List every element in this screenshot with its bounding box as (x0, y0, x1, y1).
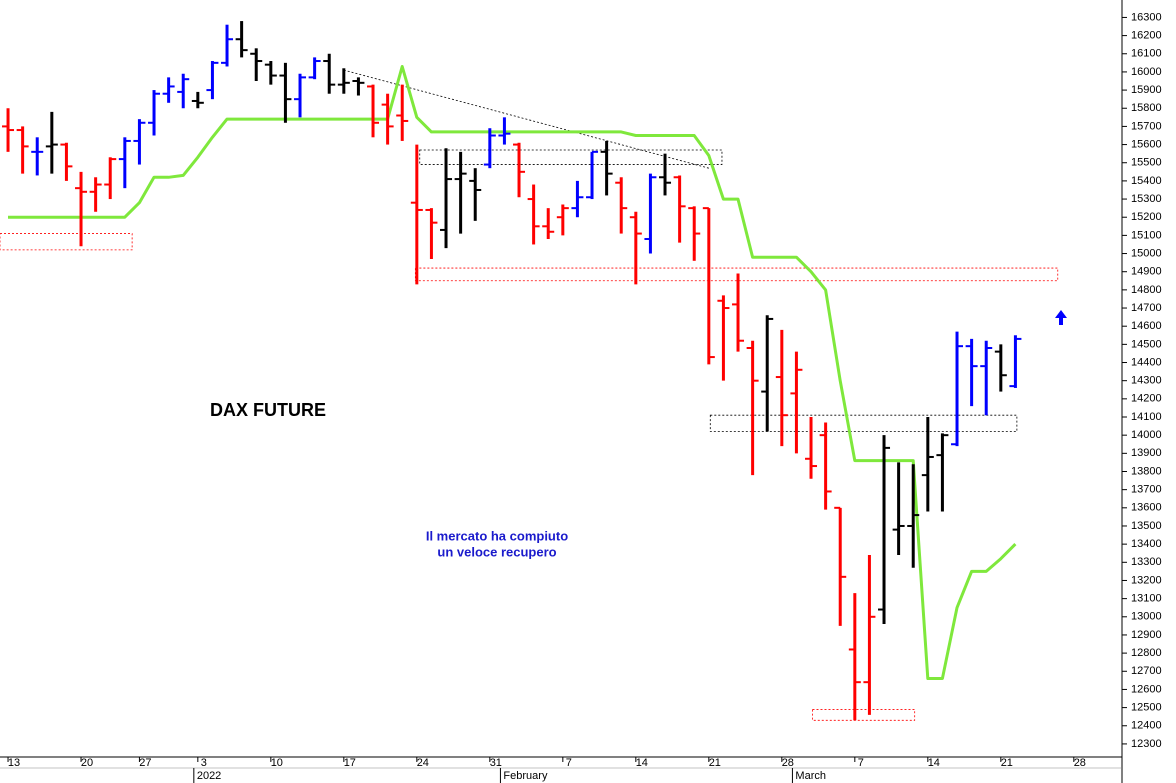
y-tick-label: 12800 (1131, 647, 1162, 659)
zone (709, 414, 1018, 432)
y-tick-label: 16200 (1131, 30, 1162, 42)
y-tick-label: 14600 (1131, 320, 1162, 332)
y-tick-label: 12500 (1131, 702, 1162, 714)
x-tick-label: 14 (636, 757, 648, 769)
y-tick-label: 15400 (1131, 175, 1162, 187)
y-tick-label: 13500 (1131, 520, 1162, 532)
y-tick-label: 15500 (1131, 157, 1162, 169)
up-arrow (1055, 310, 1067, 325)
zone (419, 149, 723, 165)
y-tick-label: 14100 (1131, 411, 1162, 423)
y-tick-label: 13300 (1131, 556, 1162, 568)
y-tick-label: 15200 (1131, 211, 1162, 223)
chart-title: DAX FUTURE (210, 400, 326, 420)
y-tick-label: 14000 (1131, 429, 1162, 441)
x-tick-label: 28 (1074, 757, 1086, 769)
y-tick-label: 14200 (1131, 393, 1162, 405)
month-label: February (503, 770, 548, 782)
y-tick-label: 14800 (1131, 284, 1162, 296)
y-tick-label: 14300 (1131, 375, 1162, 387)
y-tick-label: 15700 (1131, 120, 1162, 132)
month-label: 2022 (197, 770, 221, 782)
trend-line (8, 65, 1017, 680)
y-tick-label: 16100 (1131, 48, 1162, 60)
x-tick-label: 24 (417, 757, 429, 769)
x-tick-label: 7 (858, 757, 864, 769)
x-tick-label: 21 (1001, 757, 1013, 769)
x-tick-label: 14 (928, 757, 940, 769)
y-tick-label: 13100 (1131, 593, 1162, 605)
y-tick-label: 13700 (1131, 484, 1162, 496)
x-tick-label: 3 (201, 757, 207, 769)
annotation: un veloce recupero (437, 544, 556, 559)
month-label: March (795, 770, 826, 782)
y-tick-label: 13000 (1131, 611, 1162, 623)
x-tick-label: 27 (139, 757, 151, 769)
y-tick-label: 15600 (1131, 138, 1162, 150)
y-tick-label: 13400 (1131, 538, 1162, 550)
x-tick-label: 21 (709, 757, 721, 769)
x-tick-label: 13 (8, 757, 20, 769)
y-tick-label: 13900 (1131, 447, 1162, 459)
y-tick-label: 15300 (1131, 193, 1162, 205)
y-tick-label: 13600 (1131, 502, 1162, 514)
y-tick-label: 12400 (1131, 720, 1162, 732)
y-tick-label: 13200 (1131, 574, 1162, 586)
x-tick-label: 7 (566, 757, 572, 769)
y-tick-label: 15900 (1131, 84, 1162, 96)
y-tick-label: 14700 (1131, 302, 1162, 314)
y-tick-label: 12900 (1131, 629, 1162, 641)
zone (812, 709, 916, 721)
y-tick-label: 16000 (1131, 66, 1162, 78)
y-tick-label: 15000 (1131, 247, 1162, 259)
y-tick-label: 15100 (1131, 229, 1162, 241)
x-tick-label: 17 (344, 757, 356, 769)
annotation: Il mercato ha compiuto (426, 528, 568, 543)
x-tick-label: 31 (490, 757, 502, 769)
y-tick-label: 14400 (1131, 356, 1162, 368)
y-tick-label: 15800 (1131, 102, 1162, 114)
y-tick-label: 12700 (1131, 665, 1162, 677)
trendline (343, 69, 709, 169)
y-tick-label: 16300 (1131, 11, 1162, 23)
x-tick-label: 20 (81, 757, 93, 769)
y-tick-label: 14500 (1131, 338, 1162, 350)
x-tick-label: 28 (782, 757, 794, 769)
y-tick-label: 14900 (1131, 266, 1162, 278)
y-tick-label: 12300 (1131, 738, 1162, 750)
y-tick-label: 12600 (1131, 683, 1162, 695)
y-tick-label: 13800 (1131, 465, 1162, 477)
x-tick-label: 10 (271, 757, 283, 769)
zone (0, 233, 133, 251)
